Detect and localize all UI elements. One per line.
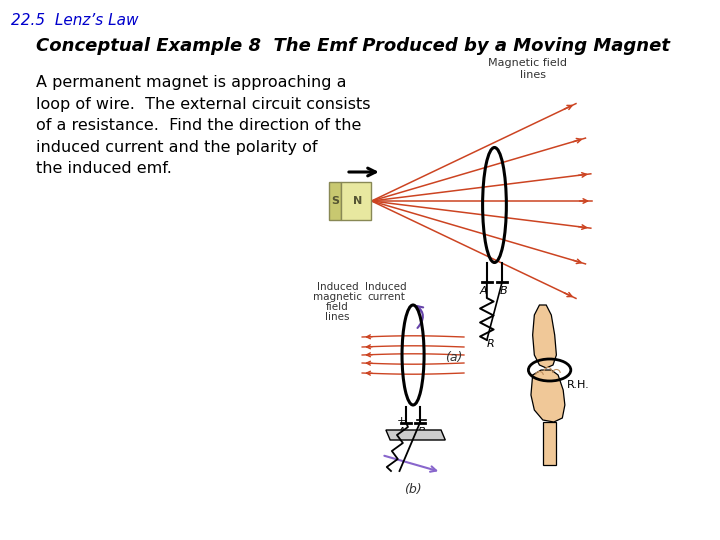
- Bar: [329, 182, 341, 220]
- Bar: [341, 182, 372, 220]
- Text: B: B: [500, 286, 508, 296]
- Text: S: S: [331, 196, 339, 206]
- Text: Induced: Induced: [317, 282, 359, 292]
- Text: 22.5  Lenz’s Law: 22.5 Lenz’s Law: [11, 13, 138, 28]
- Text: A permanent magnet is approaching a
loop of wire.  The external circuit consists: A permanent magnet is approaching a loop…: [37, 75, 371, 177]
- Polygon shape: [386, 430, 445, 440]
- Text: lines: lines: [520, 70, 546, 80]
- Text: magnetic: magnetic: [313, 292, 362, 302]
- Text: Induced: Induced: [365, 282, 407, 292]
- Text: field: field: [326, 302, 349, 312]
- Text: N: N: [353, 196, 362, 206]
- Text: A: A: [397, 427, 405, 437]
- Text: current: current: [367, 292, 405, 302]
- Polygon shape: [533, 305, 557, 368]
- Polygon shape: [531, 370, 565, 422]
- Text: lines: lines: [325, 312, 350, 322]
- Text: A: A: [480, 286, 487, 296]
- Text: B: B: [418, 427, 426, 437]
- Polygon shape: [543, 422, 557, 465]
- Text: +: +: [397, 416, 406, 426]
- Text: Magnetic field: Magnetic field: [488, 58, 567, 68]
- Text: R.H.: R.H.: [567, 380, 590, 390]
- Text: (b): (b): [404, 483, 422, 496]
- Text: R: R: [487, 339, 494, 349]
- Text: Conceptual Example 8  The Emf Produced by a Moving Magnet: Conceptual Example 8 The Emf Produced by…: [37, 37, 670, 55]
- Text: (a): (a): [445, 352, 462, 365]
